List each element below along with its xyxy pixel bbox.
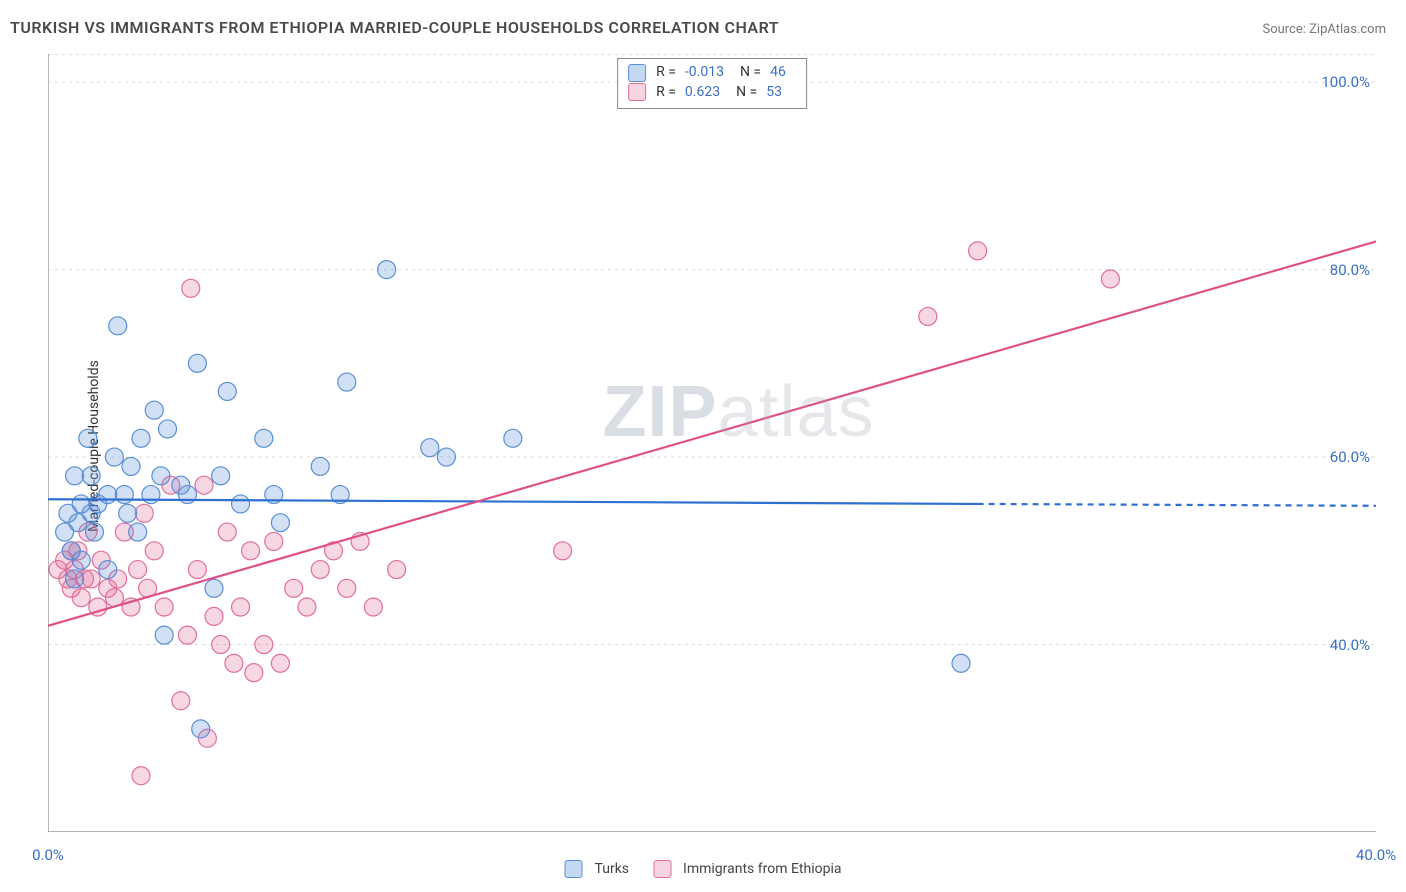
stats-row-turks: R = -0.013 N = 46 [628,63,796,83]
stat-N-label: N = [740,63,761,83]
source-attribution: Source: ZipAtlas.com [1262,22,1386,37]
stats-row-ethiopia: R = 0.623 N = 53 [628,83,796,103]
legend-label-ethiopia: Immigrants from Ethiopia [683,861,841,877]
y-tick-label: 80.0% [1330,261,1370,279]
swatch-icon [565,860,583,878]
y-tick-label: 100.0% [1321,73,1370,91]
bottom-legend: Turks Immigrants from Ethiopia [565,860,842,878]
stat-R-value-ethiopia: 0.623 [685,83,720,103]
source-prefix: Source: [1262,22,1309,37]
stat-N-value-turks: 46 [770,63,786,83]
swatch-icon [628,83,646,101]
x-tick-label: 0.0% [32,846,64,864]
swatch-icon [628,64,646,82]
y-tick-label: 40.0% [1330,636,1370,654]
chart-plot-area: R = -0.013 N = 46 R = 0.623 N = 53 ZIPat… [48,54,1376,832]
y-tick-label: 60.0% [1330,448,1370,466]
legend-label-turks: Turks [595,861,630,877]
stat-R-value-turks: -0.013 [685,63,724,83]
stat-N-value-ethiopia: 53 [766,83,782,103]
stats-legend-box: R = -0.013 N = 46 R = 0.623 N = 53 [617,58,807,109]
stat-R-label: R = [656,63,676,83]
stat-N-label: N = [736,83,757,103]
scatter-svg [48,54,1376,832]
source-name: ZipAtlas.com [1309,22,1386,37]
x-tick-label: 40.0% [1356,846,1396,864]
chart-title: TURKISH VS IMMIGRANTS FROM ETHIOPIA MARR… [10,18,779,37]
legend-item-turks: Turks [565,860,630,878]
swatch-icon [653,860,671,878]
legend-item-ethiopia: Immigrants from Ethiopia [653,860,841,878]
stat-R-label: R = [656,83,676,103]
